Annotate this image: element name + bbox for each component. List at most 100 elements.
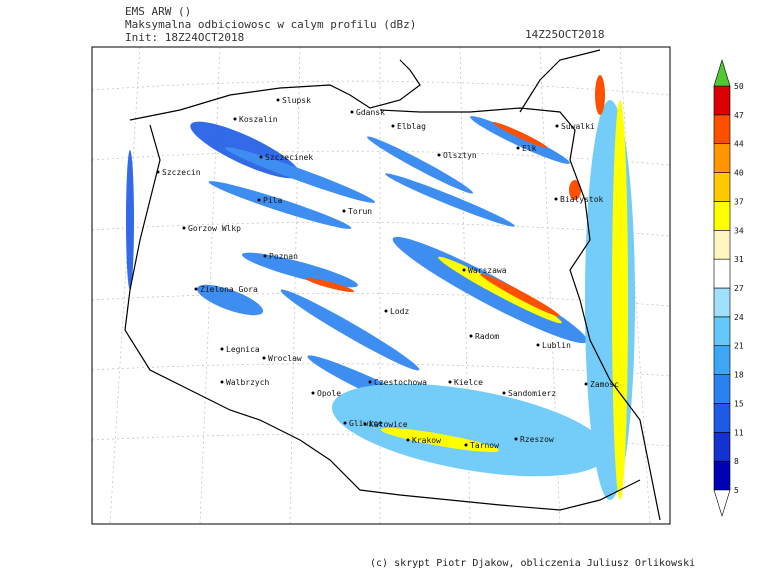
city-label: Lublin <box>542 341 571 350</box>
city-label: Wroclaw <box>268 354 302 363</box>
city-dot <box>262 356 266 360</box>
city-label: Gdansk <box>356 108 385 117</box>
city-label: Koszalin <box>239 115 278 124</box>
city-dot <box>342 209 346 213</box>
scale-tick-label: 37 <box>734 197 744 206</box>
city-label: Bialystok <box>560 195 604 204</box>
scale-segment <box>713 460 731 491</box>
city-label: Suwalki <box>561 122 595 131</box>
city-label: Krakow <box>412 436 441 445</box>
color-scale: 5 8 11 15 18 21 24 27 31 34 37 40 44 47 50 <box>713 58 744 518</box>
graticule <box>92 47 670 524</box>
init-time: Init: 18Z24OCT2018 <box>125 31 244 44</box>
city-label: Torun <box>348 207 372 216</box>
city-label: Legnica <box>226 345 260 354</box>
scale-segment <box>713 316 731 347</box>
city-dot <box>182 226 186 230</box>
scale-segment <box>713 172 731 202</box>
borders <box>124 49 661 521</box>
city-label: Szczecin <box>162 168 201 177</box>
city-label: Elblag <box>397 122 426 131</box>
city-dot <box>464 443 468 447</box>
field-name: Maksymalna odbiciowosc w calym profilu (… <box>125 18 416 31</box>
city-dot <box>502 391 506 395</box>
city-dot <box>263 254 267 258</box>
scale-tick-label: 18 <box>734 371 744 380</box>
city-dot <box>514 437 518 441</box>
scale-segment <box>713 431 731 462</box>
city-dot <box>448 380 452 384</box>
city-dot <box>368 380 372 384</box>
city-dot <box>259 155 263 159</box>
scale-tick-label: 11 <box>734 428 744 437</box>
scale-tick-label: 15 <box>734 399 744 408</box>
city-dot <box>233 117 237 121</box>
city-dot <box>391 124 395 128</box>
city-label: Walbrzych <box>226 378 270 387</box>
city-dot <box>343 421 347 425</box>
city-labels: Slupsk Koszalin Gdansk Elblag Olsztyn Elk Suwa… <box>156 96 619 450</box>
city-label: Radom <box>475 332 499 341</box>
scale-tick-label: 27 <box>734 284 744 293</box>
city-label: Elk <box>522 144 537 153</box>
city-label: Olsztyn <box>443 151 477 160</box>
city-label: Warszawa <box>468 266 507 275</box>
city-dot <box>156 170 160 174</box>
scale-over <box>713 58 731 87</box>
scale-segment <box>713 403 731 433</box>
city-label: Rzeszow <box>520 435 554 444</box>
city-label: Zielona Gora <box>200 285 258 294</box>
city-dot <box>384 309 388 313</box>
city-label: Opole <box>317 389 341 398</box>
city-label: Katowice <box>369 420 408 429</box>
city-dot <box>554 197 558 201</box>
scale-tick-label: 34 <box>734 226 744 235</box>
city-label: Lodz <box>390 307 409 316</box>
scale-under <box>713 489 731 518</box>
scale-tick-label: 24 <box>734 313 744 322</box>
city-dot <box>220 347 224 351</box>
scale-segment <box>713 345 731 375</box>
map-frame <box>91 46 671 525</box>
scale-tick-label: 8 <box>734 457 739 466</box>
city-label: Zamosc <box>590 380 619 389</box>
city-dot <box>350 110 354 114</box>
city-dot <box>437 153 441 157</box>
scale-segment <box>713 287 731 318</box>
city-dot <box>584 382 588 386</box>
city-dot <box>311 391 315 395</box>
map-area <box>92 47 670 524</box>
scale-tick-label: 40 <box>734 169 744 178</box>
city-label: Sandomierz <box>508 389 556 398</box>
city-dot <box>406 438 410 442</box>
scale-tick-label: 47 <box>734 111 744 120</box>
scale-segment <box>713 85 731 116</box>
scale-tick-label: 21 <box>734 342 744 351</box>
radar-echoes <box>126 75 635 500</box>
scale-segment <box>713 201 731 231</box>
scale-segment <box>713 229 731 260</box>
scale-segment <box>713 258 731 289</box>
scale-segment <box>713 114 731 145</box>
city-dot <box>257 198 261 202</box>
scale-tick-label: 44 <box>734 140 744 149</box>
city-dot <box>555 124 559 128</box>
city-dot <box>536 343 540 347</box>
city-dot <box>363 422 367 426</box>
scale-tick-label: 31 <box>734 255 744 264</box>
scale-tick-label: 5 <box>734 486 739 495</box>
city-label: Szczecinek <box>265 153 313 162</box>
city-label: Tarnow <box>470 441 499 450</box>
scale-segment <box>713 374 731 404</box>
credits: (c) skrypt Piotr Djakow, obliczenia Juli… <box>370 558 695 569</box>
city-dot <box>276 98 280 102</box>
city-label: Poznan <box>269 252 298 261</box>
city-dot <box>194 287 198 291</box>
city-label: Pila <box>263 196 282 205</box>
city-dot <box>220 380 224 384</box>
city-label: Czestochowa <box>374 378 427 387</box>
city-label: Slupsk <box>282 96 311 105</box>
city-label: Gorzow Wlkp <box>188 224 241 233</box>
city-dot <box>469 334 473 338</box>
